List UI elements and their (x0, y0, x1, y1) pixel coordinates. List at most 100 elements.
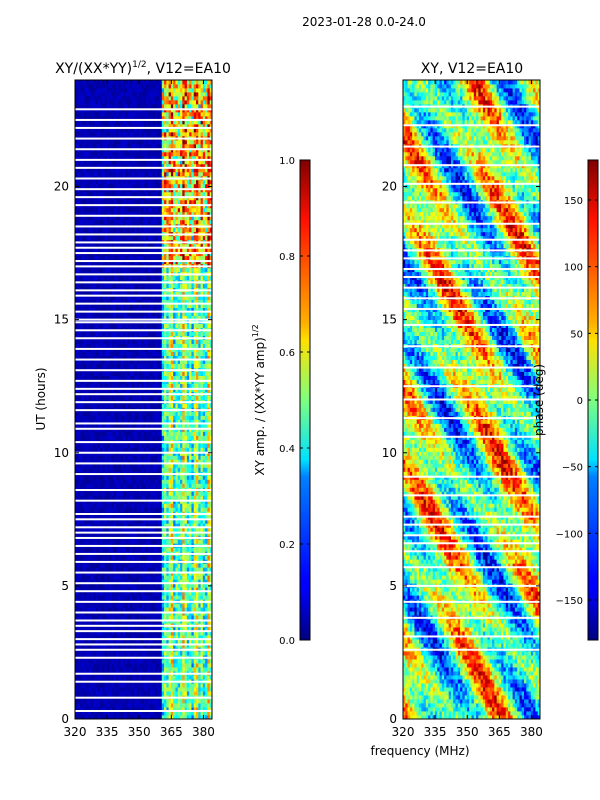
heatmap-cell (168, 395, 172, 400)
heatmap-cell (200, 411, 204, 416)
heatmap-cell (209, 715, 213, 720)
heatmap-cell (109, 639, 112, 644)
heatmap-cell (186, 491, 190, 496)
heatmap-cell (134, 683, 138, 688)
heatmap-cell (88, 455, 92, 460)
heatmap-cell (84, 659, 87, 664)
heatmap-cell (95, 675, 99, 680)
heatmap-cell (113, 663, 117, 668)
heatmap-cell (180, 583, 183, 588)
heatmap-cell (113, 395, 117, 400)
heatmap-cell (95, 503, 99, 508)
heatmap-cell (166, 707, 170, 712)
heatmap-cell (120, 415, 124, 420)
heatmap-cell (95, 555, 99, 560)
heatmap-cell (143, 607, 147, 612)
heatmap-cell (109, 575, 112, 580)
heatmap-cell (173, 403, 176, 408)
heatmap-cell (193, 435, 197, 440)
heatmap-cell (193, 555, 197, 560)
heatmap-cell (84, 395, 87, 400)
heatmap-cell (177, 687, 181, 692)
heatmap-cell (100, 583, 103, 588)
heatmap-cell (150, 711, 154, 716)
heatmap-cell (168, 567, 172, 572)
heatmap-cell (122, 703, 126, 708)
heatmap-cell (79, 539, 83, 544)
heatmap-cell (138, 503, 142, 508)
heatmap-cell (209, 435, 213, 440)
heatmap-cell (186, 555, 190, 560)
heatmap-cell (207, 699, 211, 704)
heatmap-cell (145, 495, 149, 500)
heatmap-cell (90, 415, 94, 420)
heatmap-cell (143, 591, 147, 596)
heatmap-cell (193, 675, 197, 680)
heatmap-cell (116, 431, 119, 436)
heatmap-cell (109, 419, 112, 424)
heatmap-cell (109, 707, 112, 712)
heatmap-cell (109, 715, 112, 720)
heatmap-cell (75, 519, 78, 524)
heatmap-cell (120, 479, 124, 484)
heatmap-cell (120, 431, 124, 436)
heatmap-cell (198, 463, 201, 468)
heatmap-cell (97, 423, 101, 428)
heatmap-cell (145, 415, 149, 420)
heatmap-cell (166, 659, 170, 664)
heatmap-cell (109, 579, 112, 584)
heatmap-cell (86, 575, 90, 580)
heatmap-cell (186, 435, 190, 440)
heatmap-cell (175, 591, 179, 596)
heatmap-cell (189, 547, 192, 552)
heatmap-cell (95, 515, 99, 520)
heatmap-cell (145, 503, 149, 508)
heatmap-cell (127, 447, 131, 452)
heatmap-cell (166, 575, 170, 580)
heatmap-cell (168, 519, 172, 524)
heatmap-cell (136, 419, 140, 424)
heatmap-cell (159, 659, 163, 664)
heatmap-cell (207, 447, 211, 452)
heatmap-cell (120, 455, 124, 460)
heatmap-cell (102, 615, 106, 620)
heatmap-cell (127, 563, 131, 568)
heatmap-cell (79, 491, 83, 496)
heatmap-cell (180, 467, 183, 472)
heatmap-cell (100, 563, 103, 568)
heatmap-cell (97, 631, 101, 636)
heatmap-cell (180, 603, 183, 608)
heatmap-cell (150, 519, 154, 524)
heatmap-cell (193, 475, 197, 480)
heatmap-cell (205, 627, 208, 632)
heatmap-cell (145, 491, 149, 496)
heatmap-cell (100, 435, 103, 440)
heatmap-cell (125, 495, 128, 500)
heatmap-cell (182, 615, 185, 620)
heatmap-cell (159, 479, 163, 484)
heatmap-cell (136, 675, 140, 680)
heatmap-cell (170, 699, 174, 704)
heatmap-cell (106, 615, 110, 620)
heatmap-cell (207, 503, 211, 508)
heatmap-cell (102, 555, 106, 560)
heatmap-cell (111, 587, 115, 592)
heatmap-cell (198, 483, 201, 488)
heatmap-cell (127, 467, 131, 472)
heatmap-cell (157, 615, 160, 620)
heatmap-cell (106, 507, 110, 512)
heatmap-cell (143, 491, 147, 496)
heatmap-cell (189, 539, 192, 544)
heatmap-cell (186, 639, 190, 644)
heatmap-cell (81, 627, 85, 632)
heatmap-cell (127, 663, 131, 668)
heatmap-cell (145, 523, 149, 528)
heatmap-cell (88, 423, 92, 428)
heatmap-cell (134, 419, 138, 424)
heatmap-cell (168, 443, 172, 448)
heatmap-cell (141, 567, 144, 572)
heatmap-cell (209, 467, 213, 472)
heatmap-cell (77, 423, 80, 428)
heatmap-cell (168, 555, 172, 560)
heatmap-cell (161, 659, 165, 664)
